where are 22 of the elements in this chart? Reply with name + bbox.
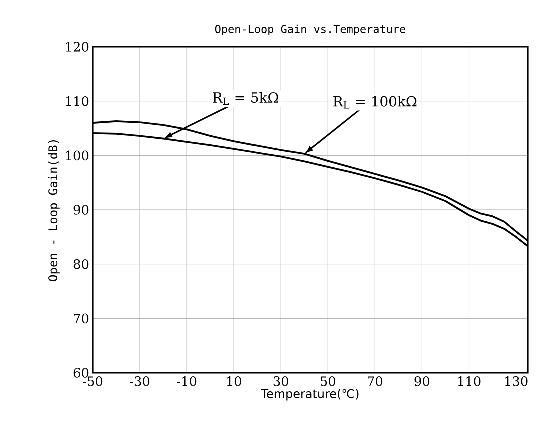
x-tick-label: 110 (458, 376, 481, 386)
annotation: R$_{L}$ = 5kΩ (213, 92, 278, 106)
y-tick-label: 70 (74, 314, 89, 324)
x-tick-label: 130 (505, 376, 528, 386)
y-axis-title: Open - Loop Gain(dB) (48, 140, 60, 282)
x-tick-label: -30 (130, 376, 150, 386)
x-tick-label: 50 (320, 376, 336, 386)
x-tick-label: 90 (414, 376, 430, 386)
y-tick-label: 120 (66, 42, 89, 52)
x-axis-title: Temperature(℃) (261, 389, 359, 401)
y-tick-label: 100 (66, 150, 89, 161)
x-tick-label: 30 (274, 376, 288, 386)
y-tick-label: 110 (66, 96, 89, 106)
x-tick-label: 10 (227, 376, 242, 386)
annotation: R$_{L}$ = 100kΩ (334, 96, 417, 109)
y-tick-label: 80 (74, 259, 89, 270)
x-tick-label: 70 (368, 376, 383, 386)
x-tick-label: -50 (83, 376, 103, 386)
y-tick-label: 60 (74, 368, 89, 378)
y-tick-label: 90 (74, 205, 89, 215)
chart-title: Open-Loop Gain vs.Temperature (215, 24, 406, 36)
x-tick-label: -10 (177, 376, 197, 386)
